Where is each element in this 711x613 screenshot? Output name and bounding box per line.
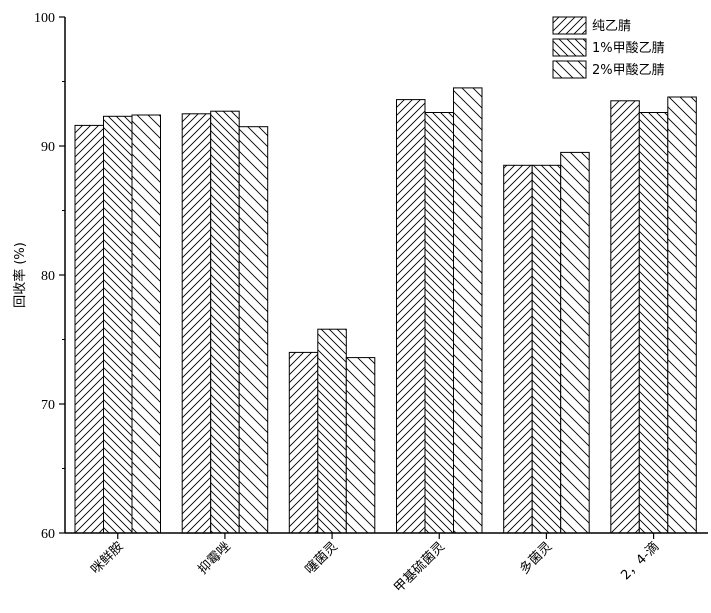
bar-3-1: [288, 351, 319, 534]
x-tick-label-1: 咪鲜胺: [88, 539, 126, 577]
legend: 纯乙腈 1%甲酸乙腈 2%甲酸乙腈: [552, 16, 665, 79]
bar-4-3: [453, 87, 483, 534]
y-tick-label-80: 80: [41, 269, 55, 284]
y-tick-label-90: 90: [41, 140, 55, 155]
x-tick-label-5: 多菌灵: [516, 539, 555, 578]
bar-5-1: [503, 164, 533, 534]
bar-1-1: [74, 124, 104, 534]
y-tick-label-60: 60: [41, 527, 55, 542]
legend-label-1: 纯乙腈: [592, 19, 631, 34]
x-tick-label-6: 2，4-滴: [618, 539, 663, 584]
y-axis-title: 回收率 (%): [12, 242, 28, 308]
bar-5-2: [531, 164, 562, 534]
bar-6-3: [667, 96, 697, 534]
legend-swatch-2: [552, 38, 587, 57]
x-tick-label-4: 甲基硫菌灵: [391, 539, 448, 596]
legend-label-3: 2%甲酸乙腈: [592, 63, 665, 78]
bar-2-3: [238, 126, 269, 534]
bar-3-2: [317, 328, 347, 534]
x-tick-label-2: 抑霉唑: [195, 539, 234, 578]
bar-3-3: [345, 357, 376, 534]
y-tick-label-70: 70: [41, 398, 55, 413]
legend-swatch-1: [552, 16, 587, 35]
bar-4-2: [424, 112, 454, 534]
bar-2-2: [210, 110, 240, 534]
bar-1-3: [131, 114, 161, 534]
x-tick-label-3: 噻菌灵: [302, 539, 341, 578]
bar-4-1: [396, 99, 426, 534]
bar-2-1: [181, 113, 212, 534]
legend-swatch-3: [552, 60, 587, 79]
y-tick-label-100: 100: [34, 11, 55, 26]
legend-label-2: 1%甲酸乙腈: [592, 41, 665, 56]
bar-1-2: [103, 115, 133, 534]
bar-6-2: [638, 112, 669, 534]
bar-5-3: [560, 151, 590, 534]
bar-6-1: [610, 100, 640, 534]
bars-group: [74, 87, 697, 534]
